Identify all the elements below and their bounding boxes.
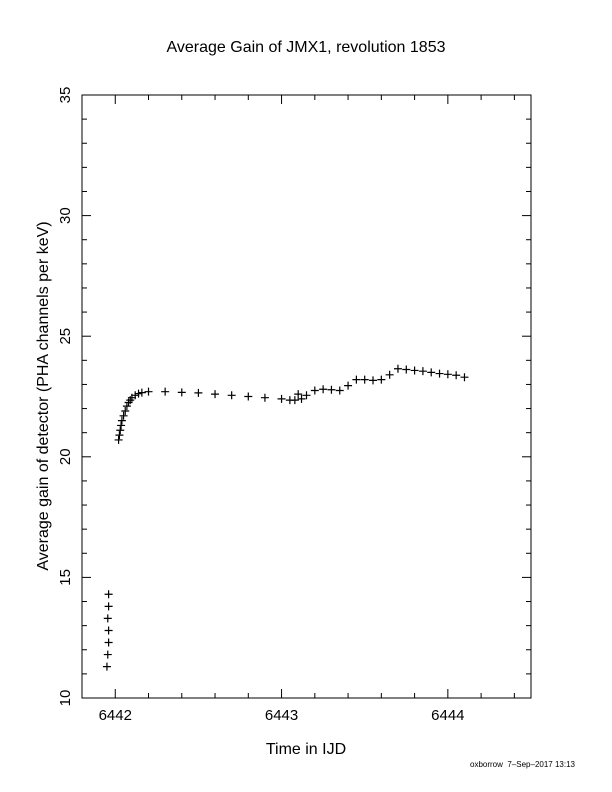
data-point bbox=[134, 389, 143, 398]
data-point bbox=[377, 375, 386, 384]
data-point bbox=[244, 392, 253, 401]
data-point bbox=[102, 662, 111, 671]
data-point bbox=[104, 590, 113, 599]
data-point bbox=[344, 381, 353, 390]
data-point bbox=[435, 369, 444, 378]
data-point bbox=[137, 388, 146, 397]
y-tick-label: 30 bbox=[57, 207, 74, 224]
x-tick-label: 6444 bbox=[431, 707, 464, 724]
data-point bbox=[114, 435, 123, 444]
footer-user: oxborrow bbox=[470, 760, 503, 769]
data-point bbox=[452, 371, 461, 380]
data-point bbox=[335, 386, 344, 395]
data-point bbox=[410, 366, 419, 375]
data-point bbox=[352, 375, 361, 384]
data-point bbox=[161, 387, 170, 396]
data-point bbox=[104, 638, 113, 647]
x-axis-label: Time in IJD bbox=[266, 741, 346, 758]
y-tick-label: 10 bbox=[57, 690, 74, 707]
data-point bbox=[103, 614, 112, 623]
chart-title: Average Gain of JMX1, revolution 1853 bbox=[167, 39, 446, 56]
data-point bbox=[460, 373, 469, 382]
data-point bbox=[360, 375, 369, 384]
y-tick-label: 20 bbox=[57, 448, 74, 465]
data-point bbox=[144, 387, 153, 396]
data-point bbox=[117, 421, 126, 430]
footer-timestamp: 7–Sep–2017 13:13 bbox=[507, 760, 575, 769]
data-point bbox=[427, 368, 436, 377]
data-point bbox=[117, 416, 126, 425]
data-point bbox=[104, 602, 113, 611]
data-point bbox=[211, 390, 220, 399]
y-tick-label: 15 bbox=[57, 569, 74, 586]
axis-ticks bbox=[82, 94, 531, 699]
data-point bbox=[297, 394, 306, 403]
data-point bbox=[327, 385, 336, 394]
data-series bbox=[102, 364, 469, 671]
data-point bbox=[319, 385, 328, 394]
data-point bbox=[443, 370, 452, 379]
data-point bbox=[131, 391, 140, 400]
plot-frame bbox=[81, 94, 532, 699]
data-point bbox=[227, 391, 236, 400]
data-point bbox=[104, 626, 113, 635]
data-point bbox=[115, 431, 124, 440]
data-point bbox=[116, 426, 125, 435]
data-point bbox=[402, 365, 411, 374]
data-point bbox=[369, 376, 378, 385]
data-point bbox=[277, 394, 286, 403]
y-axis-label: Average gain of detector (PHA channels p… bbox=[35, 221, 52, 570]
x-tick-labels: 6442 6443 6444 bbox=[99, 707, 465, 724]
y-tick-label: 35 bbox=[57, 87, 74, 104]
data-point bbox=[177, 388, 186, 397]
data-point bbox=[119, 411, 128, 420]
data-point bbox=[194, 388, 203, 397]
data-point bbox=[393, 364, 402, 373]
data-point bbox=[122, 402, 131, 411]
data-point bbox=[121, 406, 130, 415]
y-tick-labels: 10 15 20 25 30 35 bbox=[57, 87, 74, 707]
x-tick-label: 6443 bbox=[265, 707, 298, 724]
data-point bbox=[385, 370, 394, 379]
data-point bbox=[103, 650, 112, 659]
data-point bbox=[310, 386, 319, 395]
data-point bbox=[260, 393, 269, 402]
data-point bbox=[290, 396, 299, 405]
data-point bbox=[294, 390, 303, 399]
footer-credit: oxborrow 7–Sep–2017 13:13 bbox=[470, 760, 575, 769]
y-tick-label: 25 bbox=[57, 328, 74, 345]
data-point bbox=[302, 391, 311, 400]
x-tick-label: 6442 bbox=[99, 707, 132, 724]
data-point bbox=[418, 367, 427, 376]
